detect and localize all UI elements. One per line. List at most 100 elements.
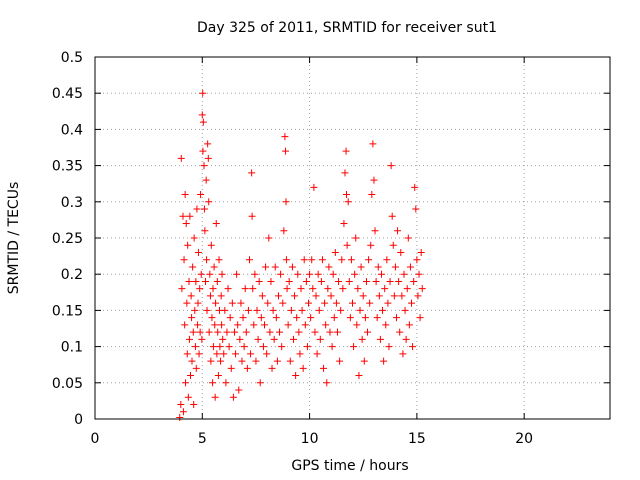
data-point bbox=[192, 277, 200, 285]
data-point bbox=[196, 285, 204, 293]
data-point bbox=[325, 263, 333, 271]
data-point bbox=[366, 299, 374, 307]
data-point bbox=[234, 321, 242, 329]
data-point bbox=[257, 314, 265, 322]
data-point bbox=[410, 277, 418, 285]
data-point bbox=[362, 277, 370, 285]
data-point bbox=[233, 270, 241, 278]
data-point bbox=[211, 393, 219, 401]
data-point bbox=[251, 270, 259, 278]
data-point bbox=[189, 263, 197, 271]
data-point bbox=[379, 306, 387, 314]
data-point bbox=[326, 328, 334, 336]
data-point bbox=[305, 299, 313, 307]
plot-frame bbox=[94, 56, 611, 420]
data-point bbox=[181, 191, 189, 199]
data-point bbox=[375, 292, 383, 300]
data-point bbox=[286, 357, 294, 365]
x-tick-label: 5 bbox=[198, 431, 207, 447]
data-point bbox=[303, 343, 311, 351]
data-point bbox=[360, 357, 368, 365]
data-point bbox=[178, 285, 186, 293]
data-point bbox=[244, 306, 252, 314]
data-point bbox=[262, 263, 270, 271]
y-tick-label: 0.35 bbox=[52, 159, 83, 175]
data-point bbox=[192, 364, 200, 372]
data-point bbox=[392, 314, 400, 322]
data-point bbox=[282, 256, 290, 264]
data-point bbox=[200, 162, 208, 170]
data-point bbox=[182, 379, 190, 387]
data-point bbox=[246, 256, 253, 264]
data-point bbox=[196, 328, 204, 336]
data-point bbox=[404, 234, 412, 242]
data-point bbox=[282, 147, 290, 155]
data-point bbox=[254, 335, 262, 343]
data-point bbox=[369, 140, 377, 148]
data-point bbox=[193, 205, 201, 213]
x-tick-label: 10 bbox=[301, 431, 319, 447]
y-tick-label: 0.4 bbox=[61, 122, 83, 138]
data-point bbox=[299, 364, 307, 372]
data-point bbox=[269, 306, 277, 314]
data-point bbox=[386, 277, 394, 285]
data-point bbox=[390, 292, 398, 300]
data-point bbox=[267, 277, 275, 285]
chart-title: Day 325 of 2011, SRMTID for receiver sut… bbox=[197, 20, 497, 36]
data-point bbox=[320, 364, 328, 372]
data-point bbox=[398, 292, 406, 300]
data-point bbox=[230, 328, 238, 336]
data-point bbox=[327, 292, 335, 300]
data-point bbox=[214, 328, 222, 336]
data-point bbox=[182, 220, 190, 228]
data-point bbox=[285, 277, 293, 285]
data-point bbox=[213, 277, 221, 285]
data-point bbox=[295, 328, 303, 336]
data-point bbox=[199, 147, 207, 155]
data-point bbox=[218, 321, 226, 329]
data-point bbox=[298, 306, 306, 314]
data-point bbox=[287, 306, 295, 314]
data-point bbox=[203, 256, 211, 264]
y-tick-label: 0.45 bbox=[52, 86, 83, 102]
data-point bbox=[247, 350, 255, 358]
data-point bbox=[346, 314, 354, 322]
data-point bbox=[391, 263, 399, 271]
data-point bbox=[351, 270, 359, 278]
data-point bbox=[219, 335, 227, 343]
data-point bbox=[377, 270, 385, 278]
data-point bbox=[338, 256, 346, 264]
data-point bbox=[373, 314, 381, 322]
data-point bbox=[201, 227, 209, 235]
data-point bbox=[352, 234, 360, 242]
data-point bbox=[356, 306, 364, 314]
data-point bbox=[214, 372, 222, 380]
data-point bbox=[389, 241, 397, 249]
data-point bbox=[202, 277, 210, 285]
data-point bbox=[312, 292, 320, 300]
data-point bbox=[342, 147, 350, 155]
data-point bbox=[188, 314, 196, 322]
data-point bbox=[239, 314, 247, 322]
data-point bbox=[216, 343, 224, 351]
x-tick-label: 15 bbox=[408, 431, 426, 447]
data-point bbox=[256, 379, 264, 387]
data-point bbox=[309, 285, 317, 293]
data-point bbox=[200, 205, 208, 213]
data-point bbox=[361, 314, 369, 322]
data-point bbox=[237, 299, 245, 307]
data-point bbox=[277, 270, 285, 278]
data-point bbox=[212, 299, 220, 307]
data-point bbox=[274, 292, 282, 300]
data-point bbox=[383, 256, 391, 264]
data-point bbox=[273, 357, 281, 365]
data-point bbox=[381, 285, 389, 293]
data-point bbox=[272, 314, 280, 322]
data-point bbox=[316, 335, 324, 343]
data-point bbox=[206, 270, 214, 278]
data-point bbox=[318, 256, 326, 264]
data-point bbox=[283, 285, 291, 293]
data-point bbox=[294, 270, 302, 278]
data-point bbox=[179, 212, 187, 220]
data-point bbox=[282, 198, 290, 206]
